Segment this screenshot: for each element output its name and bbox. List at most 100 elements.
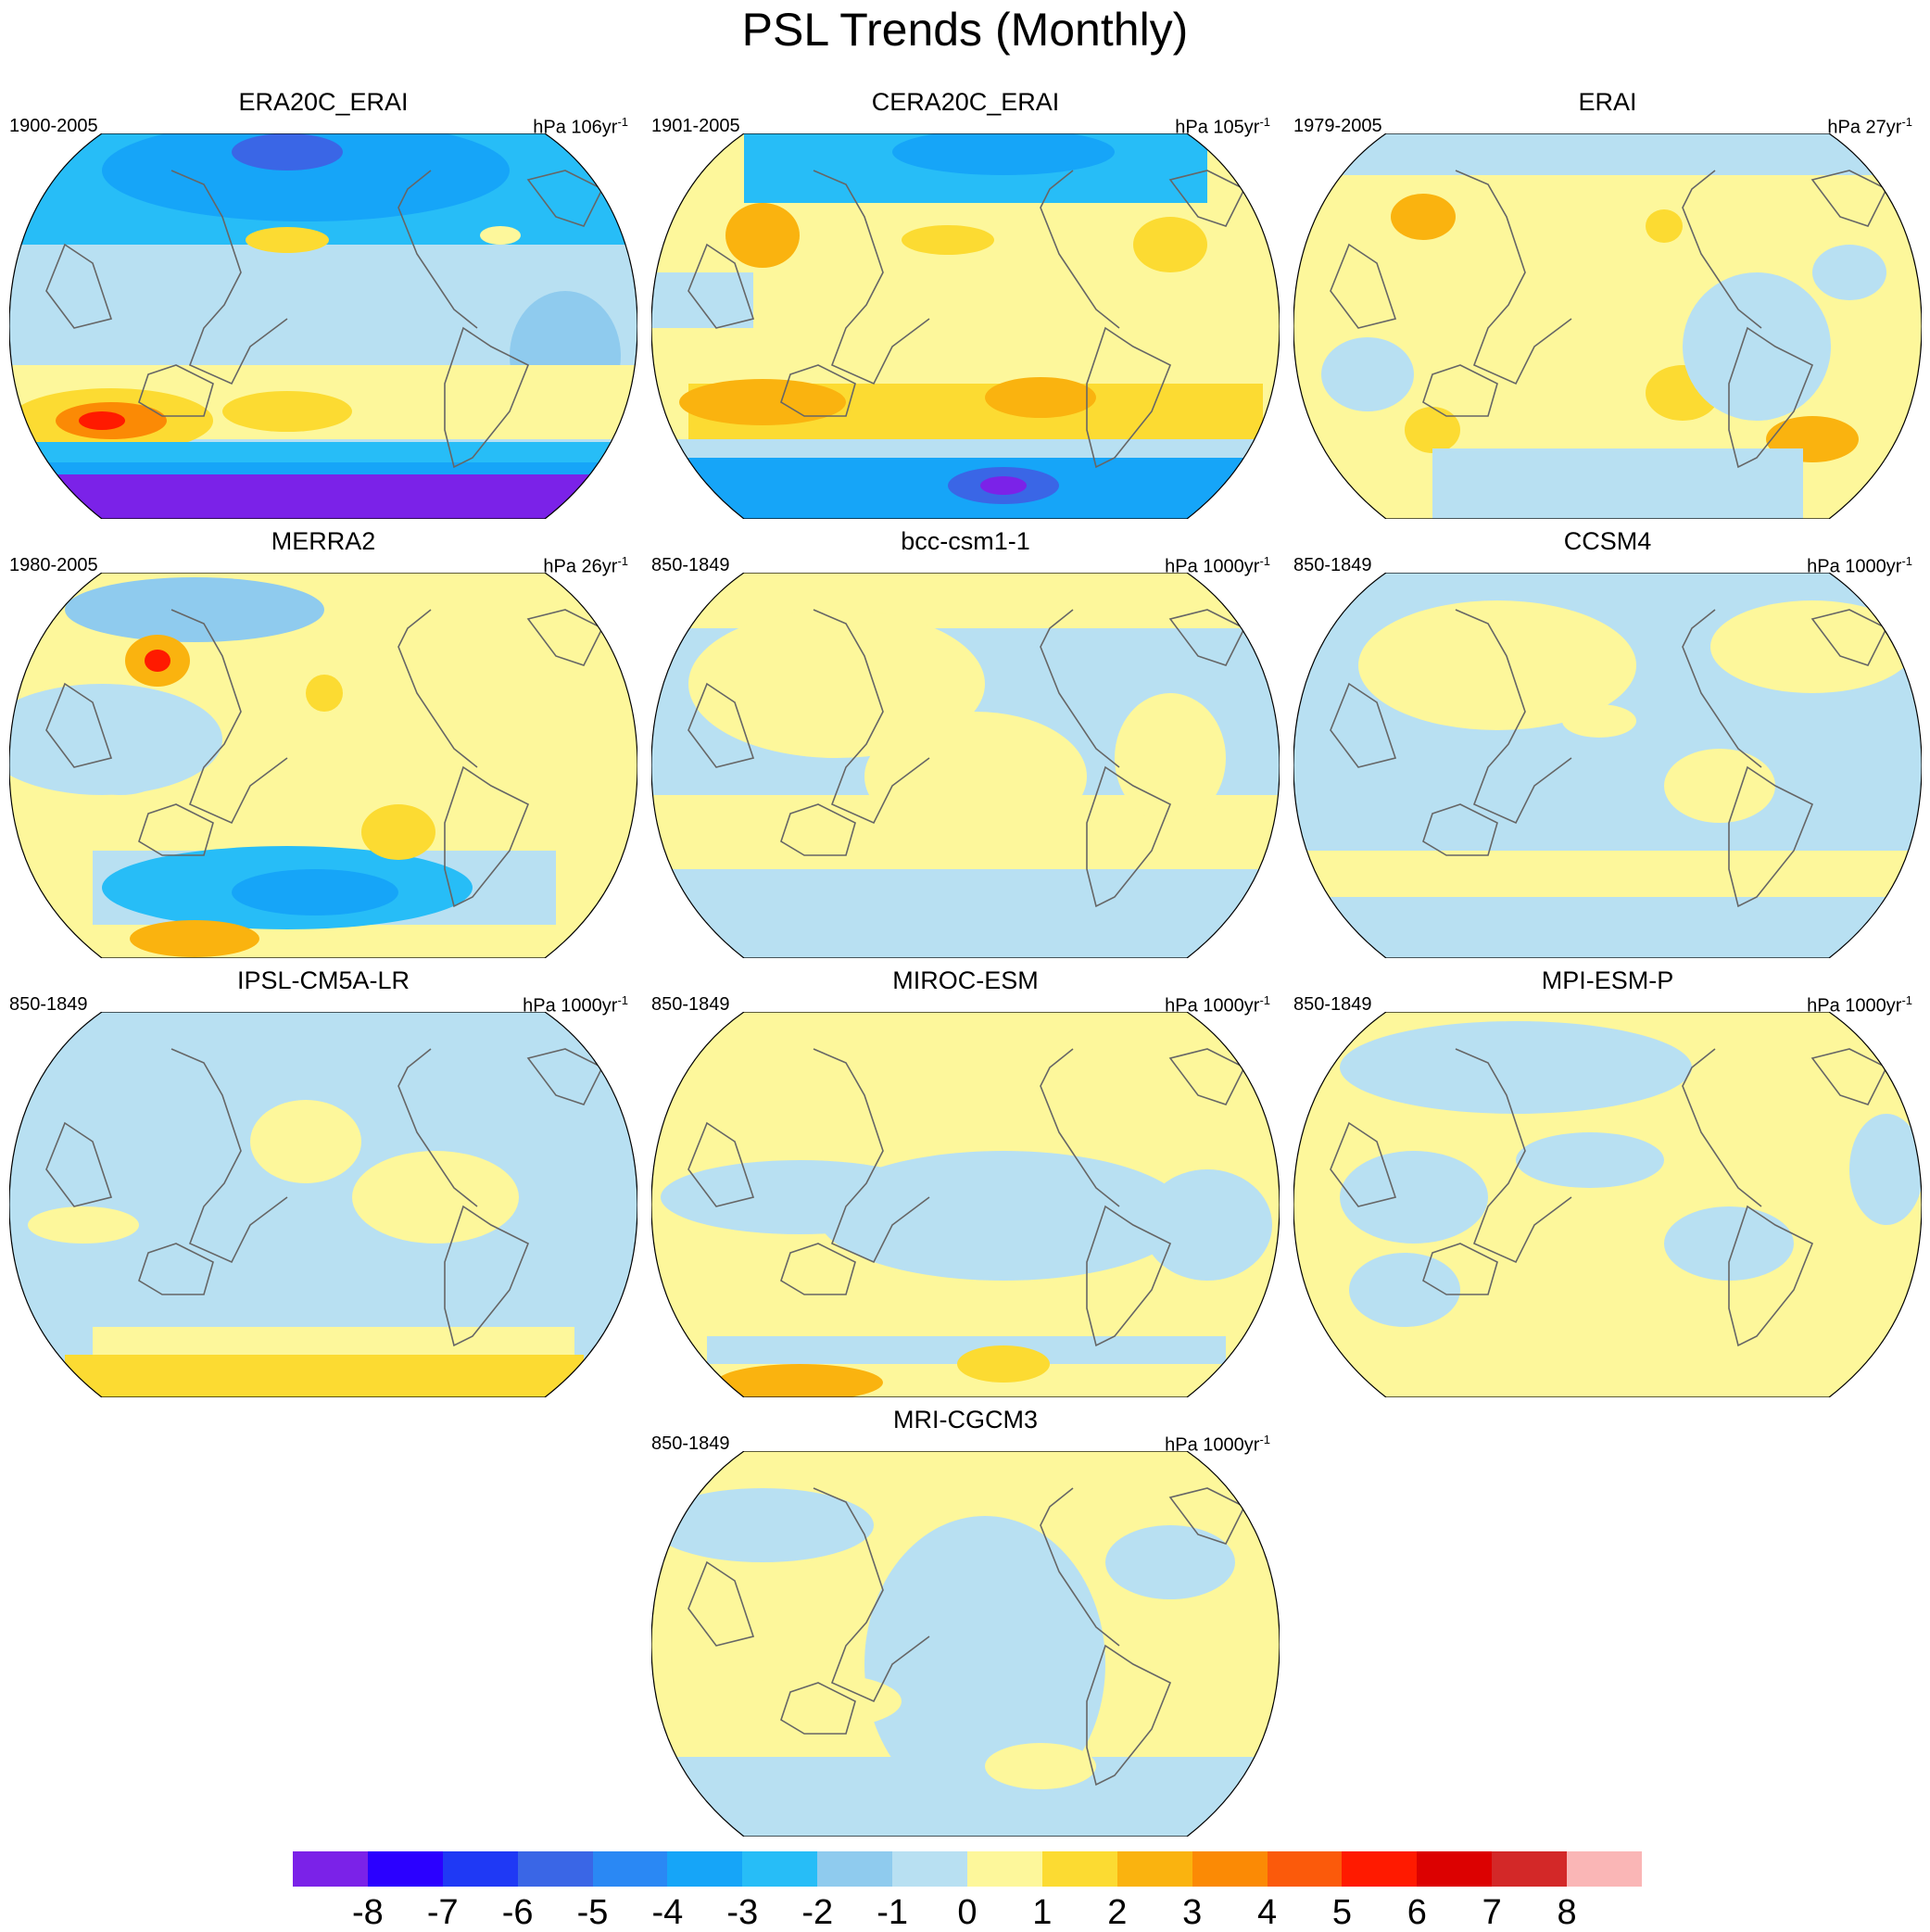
coastline — [780, 803, 856, 856]
map-plot — [651, 133, 1280, 519]
units-exponent: -1 — [617, 115, 628, 129]
coastline — [444, 765, 530, 908]
trend-contour — [93, 1327, 574, 1355]
units-text: hPa 27yr — [1827, 117, 1902, 138]
coastline — [780, 1243, 856, 1295]
coastline — [1810, 170, 1888, 227]
coastline — [1682, 609, 1762, 768]
coastline — [687, 1560, 755, 1647]
map-panel: ERAI 1979-2005 hPa 27yr-1 — [1288, 87, 1927, 523]
trend-contour — [1358, 600, 1636, 730]
map-border — [651, 133, 1280, 519]
colorbar-swatch — [1492, 1851, 1568, 1887]
trend-contour — [480, 226, 521, 245]
colorbar — [293, 1851, 1643, 1887]
trend-contour — [65, 577, 324, 642]
trend-contour — [735, 1673, 902, 1729]
units-text: hPa 106yr — [533, 117, 618, 138]
trend-contour — [1321, 337, 1414, 411]
trend-contour — [1812, 245, 1886, 300]
units-label: hPa 27yr-1 — [1827, 111, 1912, 139]
map-plot — [9, 133, 637, 519]
trend-contour — [1516, 1132, 1664, 1188]
trend-contour — [985, 377, 1096, 418]
units-exponent: -1 — [1259, 115, 1270, 129]
coastline — [1086, 326, 1172, 469]
trend-contour — [1133, 217, 1207, 272]
coastline — [444, 1205, 530, 1347]
colorbar-swatch — [293, 1851, 369, 1887]
map-plot — [651, 1451, 1280, 1837]
panel-title: MRI-CGCM3 — [893, 1406, 1038, 1433]
period-label: 850-1849 — [651, 994, 730, 1015]
trend-contour — [1405, 407, 1460, 453]
units-text: hPa 1000yr — [1165, 1434, 1260, 1456]
period-label: 1980-2005 — [9, 555, 98, 575]
trend-contour — [130, 920, 259, 957]
period-label: 850-1849 — [1293, 555, 1372, 575]
colorbar-swatch — [1192, 1851, 1268, 1887]
colorbar-swatch — [742, 1851, 818, 1887]
colorbar-tick-label: -7 — [426, 1893, 459, 1932]
coastline — [1330, 682, 1397, 768]
coastline — [45, 243, 113, 329]
colorbar-swatch — [1116, 1851, 1193, 1887]
units-label: hPa 1000yr-1 — [1165, 1429, 1270, 1457]
colorbar-swatch — [817, 1851, 893, 1887]
coastline — [1728, 1205, 1814, 1347]
period-label: 850-1849 — [651, 555, 730, 575]
map-panel: MIROC-ESM 850-1849 hPa 1000yr-1 — [646, 966, 1285, 1401]
coastline — [1086, 765, 1172, 908]
trend-contour — [1340, 1021, 1692, 1114]
coastline — [687, 243, 755, 329]
colorbar-swatch — [1417, 1851, 1493, 1887]
units-label: hPa 1000yr-1 — [523, 990, 628, 1017]
colorbar-tick-label: -3 — [726, 1893, 759, 1932]
trend-contour — [1105, 1525, 1235, 1599]
period-label: 850-1849 — [9, 994, 88, 1015]
trend-contour — [102, 133, 510, 221]
coastline — [1168, 1048, 1246, 1105]
trend-contour — [232, 133, 343, 170]
trend-contour — [902, 225, 994, 255]
map-plot — [651, 1012, 1280, 1397]
trend-contour — [651, 1757, 1280, 1837]
coastline — [526, 170, 604, 227]
trend-contour — [28, 1206, 139, 1244]
map-panel: MPI-ESM-P 850-1849 hPa 1000yr-1 — [1288, 966, 1927, 1401]
period-label: 850-1849 — [651, 1433, 730, 1454]
trend-contour — [1710, 600, 1914, 693]
units-exponent: -1 — [1259, 554, 1270, 568]
trend-contour — [725, 203, 800, 268]
map-border — [1293, 1012, 1922, 1397]
trend-contour — [1349, 1253, 1460, 1327]
units-exponent: -1 — [1901, 115, 1912, 129]
map-plot — [1293, 573, 1922, 958]
map-panel: CCSM4 850-1849 hPa 1000yr-1 — [1288, 526, 1927, 962]
trend-contour — [352, 1151, 519, 1244]
coastline — [1040, 1048, 1120, 1207]
coastline — [1455, 170, 1572, 385]
coastline — [1330, 243, 1397, 329]
trend-contour — [1142, 1169, 1272, 1281]
trend-contour — [651, 272, 753, 328]
coastline — [1086, 1644, 1172, 1787]
trend-contour — [980, 476, 1027, 495]
trend-contour — [250, 1100, 361, 1183]
coastline — [1455, 1048, 1572, 1264]
coastline — [1682, 1048, 1762, 1207]
units-text: hPa 1000yr — [523, 995, 618, 1017]
panel-title: MIROC-ESM — [892, 966, 1039, 994]
colorbar-tick-label: 1 — [1032, 1893, 1053, 1932]
colorbar-tick-label: 8 — [1557, 1893, 1577, 1932]
trend-contour — [716, 1364, 883, 1397]
panel-title: bcc-csm1-1 — [901, 527, 1030, 555]
coastline — [1728, 765, 1814, 908]
coastline — [780, 364, 856, 417]
panel-title: ERAI — [1578, 88, 1637, 116]
coastline — [813, 609, 930, 825]
trend-contour — [9, 442, 637, 462]
units-label: hPa 26yr-1 — [543, 550, 628, 578]
coastline — [138, 364, 214, 417]
coastline — [1455, 609, 1572, 825]
